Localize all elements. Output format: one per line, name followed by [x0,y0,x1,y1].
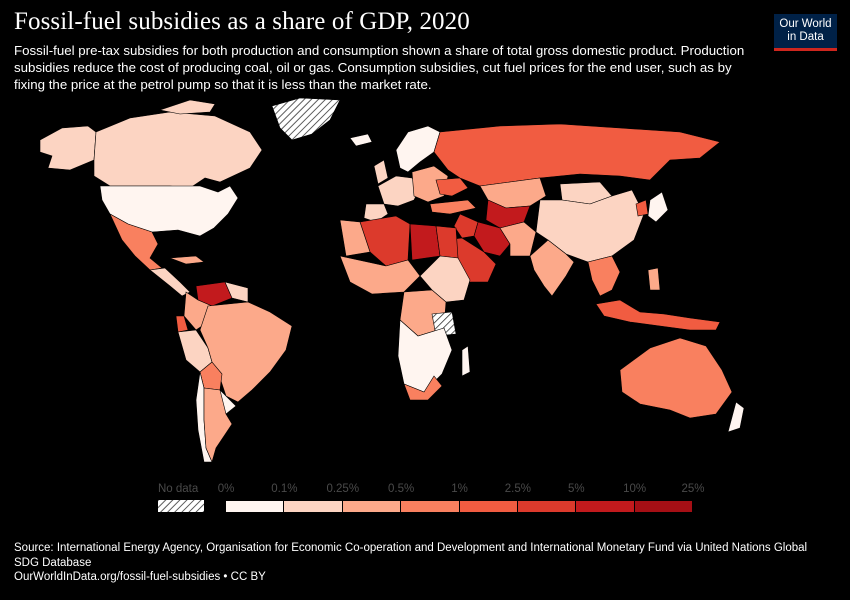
region-east-africa[interactable] [419,255,471,303]
legend-tick-label: 1% [451,483,468,495]
chart-title: Fossil-fuel subsidies as a share of GDP,… [14,8,470,35]
country-ukraine[interactable] [435,177,469,197]
country-brazil[interactable] [199,301,293,403]
footer-link[interactable]: OurWorldInData.org/fossil-fuel-subsidies… [14,571,266,583]
legend-no-data-swatch [158,500,204,512]
country-philippines[interactable] [647,267,661,291]
country-ecuador[interactable] [175,315,189,333]
legend-bin[interactable] [342,501,401,512]
country-japan[interactable] [647,191,669,223]
region-iraq-syria[interactable] [453,213,479,239]
country-venezuela[interactable] [195,281,233,307]
country-iceland[interactable] [349,133,373,147]
legend-tick-label: 0.25% [326,483,360,495]
logo-line-1: Our World [779,18,832,30]
legend-bin[interactable] [459,501,517,512]
world-map [39,97,745,463]
legend-bin[interactable] [226,501,284,512]
country-canada[interactable] [93,111,263,189]
region-west-africa[interactable] [339,255,421,295]
region-canada-arctic[interactable] [158,99,216,115]
legend-tick-label: 10% [623,483,647,495]
region-eastern-europe[interactable] [411,165,449,203]
country-cuba[interactable] [169,255,205,265]
legend-tick-label: 25% [681,483,705,495]
legend-bin[interactable] [401,501,459,512]
country-korea[interactable] [635,199,649,217]
region-central-america[interactable] [149,267,191,297]
country-morocco[interactable] [339,219,371,257]
country-new-zealand[interactable] [727,401,745,433]
logo-line-2: in Data [787,31,824,43]
legend-tick-label: 0.1% [271,483,298,495]
country-libya[interactable] [409,223,441,261]
legend-tick-label: 0.5% [388,483,415,495]
country-australia[interactable] [619,337,733,419]
chart-subtitle: Fossil-fuel pre-tax subsidies for both p… [14,43,745,92]
country-greenland[interactable] [271,97,341,141]
country-argentina[interactable] [203,387,233,463]
country-algeria[interactable] [359,215,411,267]
legend-tick-label: 5% [567,483,585,495]
country-russia[interactable] [433,123,721,187]
region-southeast-asia[interactable] [587,255,621,297]
legend-bin[interactable] [284,501,342,512]
country-madagascar[interactable] [461,345,471,377]
country-uk[interactable] [373,159,389,185]
legend-bin[interactable] [634,501,692,512]
legend-tick-label: 2.5% [504,483,531,495]
source-note: Source: International Energy Agency, Org… [14,542,808,569]
country-mexico[interactable] [109,213,163,271]
country-south-africa[interactable] [403,375,443,401]
country-alaska[interactable] [39,125,97,171]
color-legend: No data 0% 0.1% 0.25% 0.5% 1% 2.5% 5% 10% 25% [0,480,850,520]
legend-tick-label: 0% [217,483,235,495]
country-turkey[interactable] [429,199,477,215]
region-southern-africa[interactable] [397,319,453,393]
country-india[interactable] [529,239,575,297]
country-indonesia[interactable] [595,299,721,331]
legend-bin[interactable] [576,501,634,512]
owid-logo[interactable]: Our World in Data [774,14,837,51]
region-iberia[interactable] [363,203,389,223]
legend-no-data-label: No data [158,483,199,495]
region-scandinavia[interactable] [395,125,441,173]
legend-bin[interactable] [517,501,576,512]
